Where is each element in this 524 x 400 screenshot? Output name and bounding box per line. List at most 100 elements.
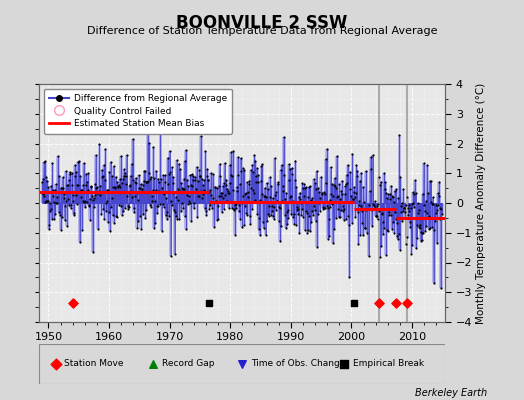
Point — [115, 184, 124, 190]
Point — [176, 166, 184, 172]
Point — [241, 202, 249, 209]
Point — [94, 226, 102, 232]
Point — [164, 181, 172, 187]
Point — [121, 204, 129, 211]
Point — [432, 240, 441, 246]
Point — [236, 181, 244, 188]
Point — [205, 206, 214, 212]
Point — [306, 183, 314, 189]
Point — [270, 216, 278, 222]
Point — [188, 182, 196, 189]
Point — [258, 161, 267, 167]
Point — [123, 193, 132, 200]
Point — [348, 196, 357, 202]
Point — [308, 194, 316, 201]
Point — [381, 190, 390, 196]
Point — [158, 185, 166, 191]
Point — [64, 202, 73, 208]
Point — [302, 208, 310, 214]
Point — [59, 185, 67, 192]
Point — [296, 189, 304, 196]
Point — [193, 214, 202, 220]
Point — [51, 361, 60, 367]
Point — [200, 177, 209, 183]
Point — [234, 172, 243, 178]
Point — [352, 162, 361, 169]
Point — [139, 182, 148, 188]
Point — [272, 198, 281, 204]
Point — [330, 226, 339, 232]
Point — [392, 186, 400, 192]
Point — [188, 171, 196, 178]
Point — [337, 188, 345, 194]
Point — [112, 212, 120, 219]
Point — [137, 226, 146, 232]
Point — [257, 163, 266, 169]
Point — [347, 193, 356, 199]
Point — [80, 198, 89, 205]
Point — [110, 220, 118, 226]
Point — [245, 181, 253, 188]
Point — [94, 190, 103, 196]
Point — [233, 188, 241, 194]
Point — [56, 172, 64, 179]
Point — [203, 173, 212, 180]
Point — [380, 170, 388, 176]
Point — [435, 205, 444, 212]
Point — [111, 184, 119, 190]
Point — [124, 206, 133, 212]
Point — [349, 196, 357, 202]
Point — [201, 204, 209, 211]
Point — [85, 202, 93, 209]
Point — [123, 152, 131, 158]
Point — [238, 361, 246, 367]
Point — [237, 168, 245, 174]
Point — [62, 168, 70, 174]
Point — [404, 212, 412, 218]
Point — [79, 198, 87, 204]
Point — [294, 194, 303, 200]
Point — [141, 207, 150, 213]
Point — [242, 190, 250, 196]
Legend: Difference from Regional Average, Quality Control Failed, Estimated Station Mean: Difference from Regional Average, Qualit… — [44, 88, 232, 134]
Point — [210, 184, 219, 190]
Point — [226, 172, 235, 178]
Point — [53, 194, 61, 200]
Point — [406, 219, 414, 225]
Point — [316, 199, 325, 206]
Point — [433, 206, 441, 213]
Point — [85, 196, 94, 202]
Point — [82, 182, 91, 188]
Point — [143, 178, 151, 185]
Point — [113, 183, 122, 189]
Point — [321, 191, 329, 197]
Point — [207, 170, 215, 176]
Point — [426, 224, 434, 231]
Point — [395, 132, 403, 138]
Point — [311, 218, 320, 224]
Point — [309, 203, 318, 209]
Point — [54, 189, 63, 195]
Point — [279, 134, 288, 140]
Point — [60, 194, 68, 201]
Point — [330, 182, 338, 188]
Point — [138, 186, 146, 192]
Point — [177, 180, 185, 186]
Point — [308, 208, 316, 214]
Point — [190, 204, 198, 211]
Point — [223, 185, 231, 192]
Point — [64, 196, 72, 202]
Point — [231, 231, 239, 238]
Point — [389, 218, 398, 225]
Point — [62, 182, 71, 188]
Point — [137, 181, 145, 188]
Point — [79, 182, 88, 188]
Point — [71, 192, 80, 198]
Point — [230, 206, 238, 212]
Point — [111, 185, 119, 191]
Point — [166, 168, 174, 175]
Point — [335, 181, 343, 188]
Point — [331, 175, 339, 181]
Point — [75, 239, 84, 246]
Point — [130, 209, 138, 216]
